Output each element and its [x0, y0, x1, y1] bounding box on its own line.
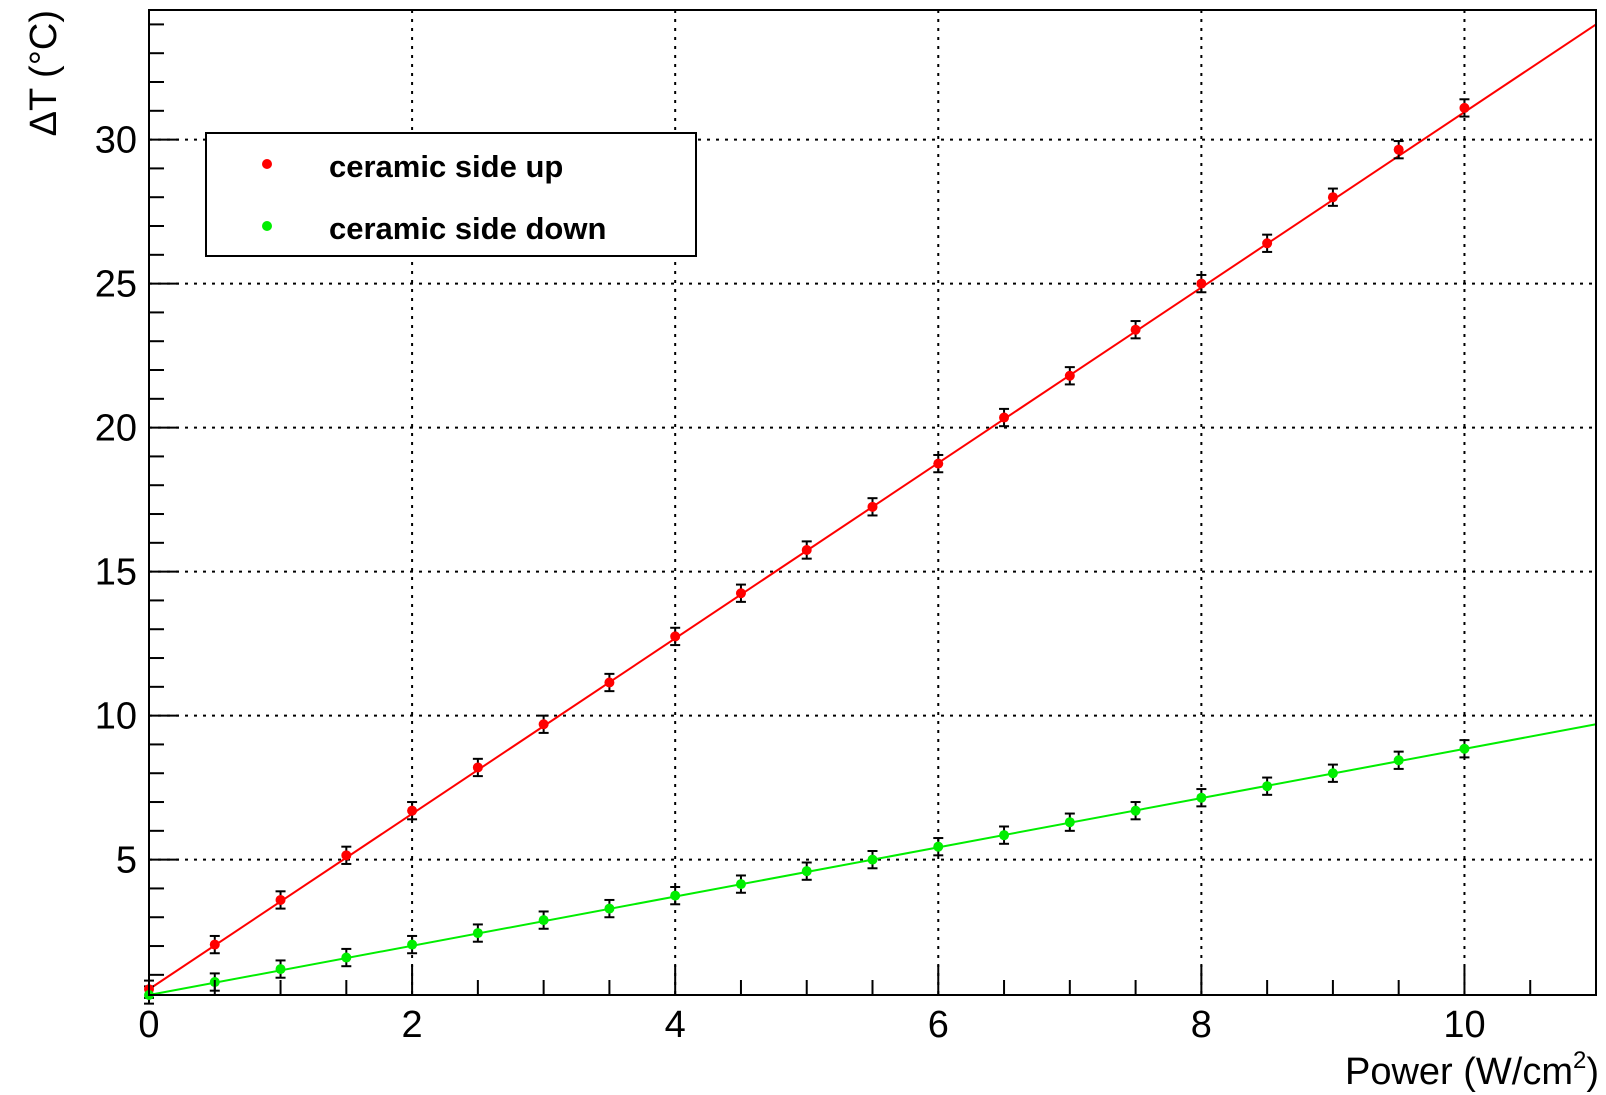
y-tick-label: 30 [95, 120, 137, 162]
data-point-series-0 [472, 762, 483, 773]
y-tick-label: 5 [116, 840, 137, 882]
legend-marker-up [262, 159, 272, 169]
data-point-series-1 [1262, 781, 1273, 792]
data-point-series-1 [341, 952, 352, 963]
data-point-series-1 [801, 866, 812, 877]
data-point-series-1 [933, 841, 944, 852]
data-points [144, 102, 1470, 1000]
x-tick-label: 8 [1191, 1004, 1212, 1046]
y-axis-ticks: 5 10 15 20 25 30 [95, 23, 179, 976]
y-tick-label: 10 [95, 696, 137, 738]
data-point-series-0 [735, 588, 746, 599]
x-tick-label: 6 [928, 1004, 949, 1046]
legend-label-up: ceramic side up [329, 149, 563, 184]
data-point-series-1 [670, 890, 681, 901]
data-point-series-1 [867, 854, 878, 865]
data-point-series-0 [1064, 370, 1075, 381]
data-point-series-0 [867, 501, 878, 512]
y-axis-title: ΔT (°C) [23, 10, 65, 136]
data-point-series-1 [1196, 792, 1207, 803]
data-point-series-1 [999, 830, 1010, 841]
data-point-series-1 [1064, 817, 1075, 828]
data-point-series-1 [604, 903, 615, 914]
data-point-series-0 [341, 850, 352, 861]
data-point-series-0 [670, 631, 681, 642]
data-point-series-0 [604, 677, 615, 688]
data-point-series-1 [735, 879, 746, 890]
legend: ceramic side up ceramic side down [205, 132, 697, 257]
data-point-series-1 [275, 964, 286, 975]
data-point-series-0 [1459, 102, 1470, 113]
data-point-series-0 [209, 939, 220, 950]
y-tick-label: 25 [95, 264, 137, 306]
data-point-series-1 [1130, 805, 1141, 816]
data-point-series-0 [999, 412, 1010, 423]
data-point-series-0 [538, 719, 549, 730]
x-axis-title: Power (W/cm2) [1345, 1047, 1599, 1093]
data-point-series-0 [1196, 278, 1207, 289]
data-point-series-1 [1459, 743, 1470, 754]
data-point-series-0 [275, 894, 286, 905]
data-point-series-0 [1262, 238, 1273, 249]
data-point-series-0 [1327, 192, 1338, 203]
legend-label-down: ceramic side down [329, 211, 606, 246]
y-tick-label: 20 [95, 408, 137, 450]
data-point-series-1 [1327, 768, 1338, 779]
legend-box [205, 132, 697, 257]
x-tick-label: 10 [1443, 1004, 1485, 1046]
x-tick-label: 0 [138, 1004, 159, 1046]
x-axis-title-superscript: 2 [1573, 1047, 1586, 1074]
legend-marker-down [262, 221, 272, 231]
x-tick-label: 4 [665, 1004, 686, 1046]
x-tick-label: 2 [402, 1004, 423, 1046]
data-point-series-1 [538, 915, 549, 926]
data-point-series-0 [933, 458, 944, 469]
data-point-series-0 [1393, 144, 1404, 155]
x-axis-ticks: 0 2 4 6 8 10 [138, 965, 1597, 1046]
data-point-series-1 [407, 939, 418, 950]
data-point-series-0 [801, 545, 812, 556]
y-tick-label: 15 [95, 552, 137, 594]
data-point-series-0 [1130, 324, 1141, 335]
data-point-series-1 [1393, 755, 1404, 766]
data-point-series-0 [407, 805, 418, 816]
data-point-series-1 [472, 928, 483, 939]
